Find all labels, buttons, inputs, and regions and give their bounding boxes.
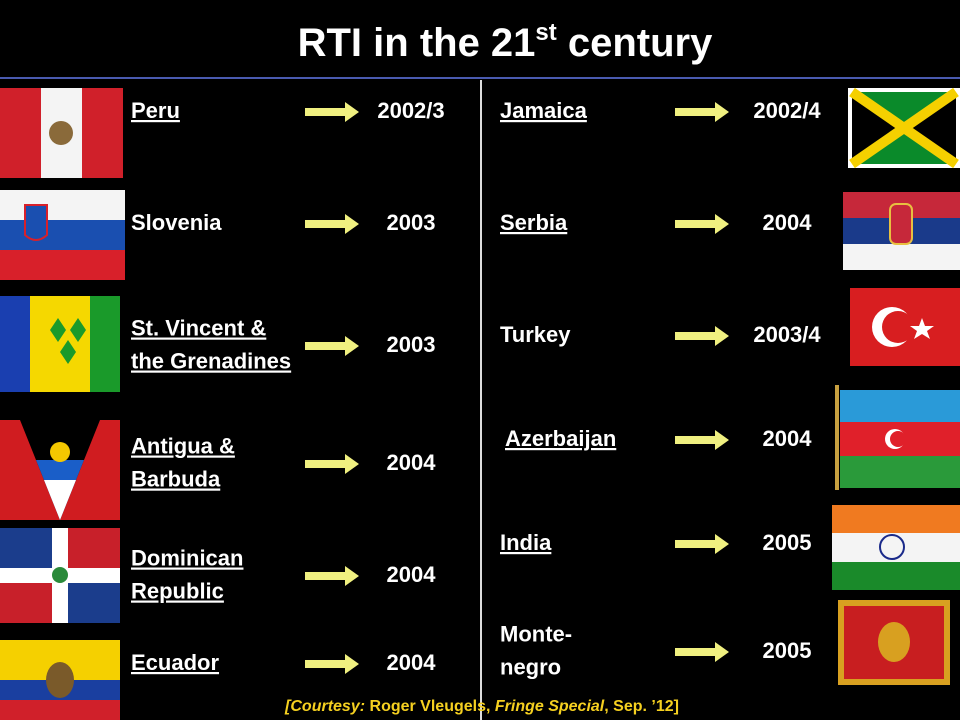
country-name: Republic (131, 579, 224, 604)
arrow (305, 214, 359, 234)
year: 2003/4 (753, 322, 821, 347)
flag-turkey (850, 288, 960, 366)
country-name: Peru (131, 98, 180, 123)
year: 2003 (387, 210, 436, 235)
title-rest: century (557, 21, 713, 65)
year: 2004 (387, 650, 437, 675)
country-name: Serbia (500, 210, 568, 235)
year: 2002/4 (753, 98, 821, 123)
footer-part: Roger Vleugels, (365, 698, 495, 715)
arrow (305, 336, 359, 356)
arrow (305, 654, 359, 674)
flag-dominican (0, 528, 120, 623)
flag-serbia (843, 192, 960, 270)
year: 2003 (387, 332, 436, 357)
country-name: St. Vincent & (131, 316, 266, 341)
flag-ecuador (0, 640, 120, 720)
footer-part: [Courtesy: (284, 698, 365, 715)
year: 2004 (763, 210, 813, 235)
country-name: Monte- (500, 622, 572, 647)
footer-part: Fringe Special (495, 698, 605, 715)
arrow (675, 214, 729, 234)
country-name: Turkey (500, 322, 571, 347)
country-name: Ecuador (131, 650, 219, 675)
country-name: India (500, 530, 552, 555)
country-name: Jamaica (500, 98, 588, 123)
flag-india (832, 505, 960, 590)
arrow (675, 102, 729, 122)
year: 2004 (387, 562, 437, 587)
country-name: negro (500, 655, 561, 680)
country-name: the Grenadines (131, 349, 291, 374)
title-main: RTI in the 21 (298, 21, 536, 65)
arrow (675, 642, 729, 662)
title: RTI in the 21st century (298, 19, 714, 65)
flag-jamaica (848, 87, 960, 169)
year: 2004 (387, 450, 437, 475)
flag-svg (0, 296, 120, 392)
arrow (675, 430, 729, 450)
flags (0, 87, 960, 720)
flag-slovenia (0, 190, 125, 280)
country-name: Azerbaijan (505, 426, 616, 451)
flag-peru (0, 88, 123, 178)
arrow (305, 566, 359, 586)
country-name: Antigua & (131, 434, 235, 459)
country-name: Slovenia (131, 210, 222, 235)
year: 2004 (763, 426, 813, 451)
footer: [Courtesy: Roger Vleugels, Fringe Specia… (284, 698, 679, 715)
arrow (675, 534, 729, 554)
arrow (305, 454, 359, 474)
flag-azerbaijan (835, 385, 960, 490)
flag-antigua (0, 420, 120, 520)
country-name: Barbuda (131, 467, 221, 492)
year: 2005 (763, 638, 812, 663)
flag-montenegro (838, 600, 950, 685)
title-sup: st (535, 19, 556, 46)
footer-part: , Sep. ’12] (604, 698, 679, 715)
year: 2005 (763, 530, 812, 555)
country-name: Dominican (131, 546, 243, 571)
arrow (305, 102, 359, 122)
arrow (675, 326, 729, 346)
year: 2002/3 (377, 98, 444, 123)
